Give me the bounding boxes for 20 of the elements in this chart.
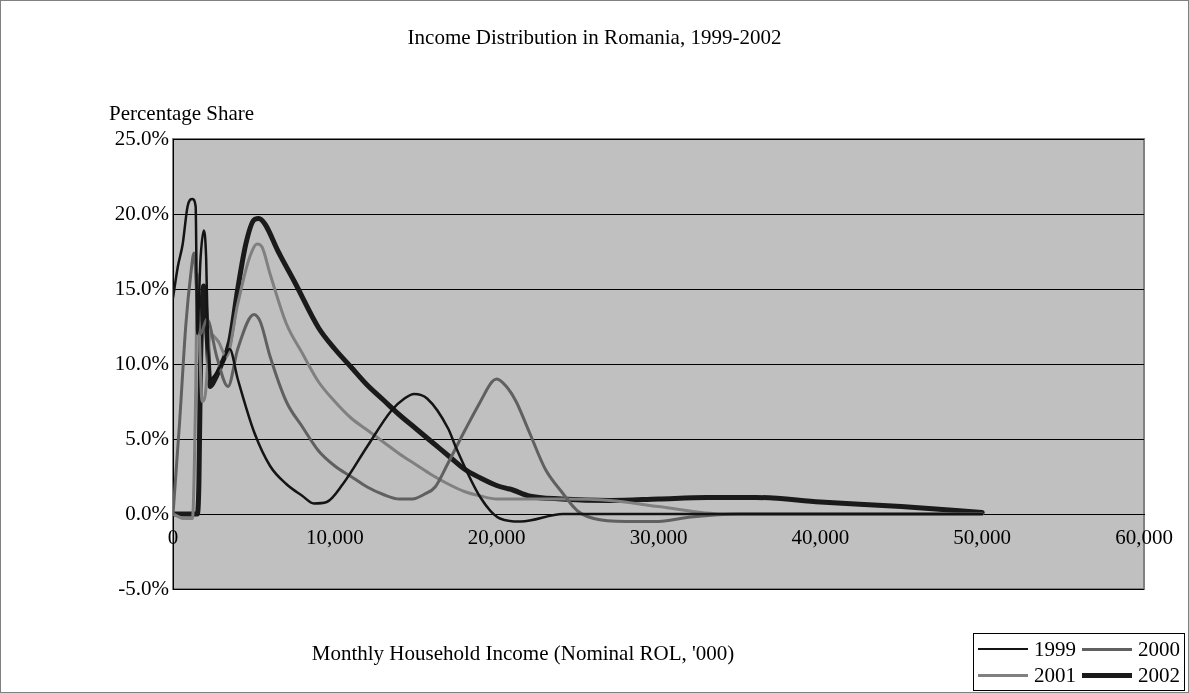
y-tick-label: -5.0% — [118, 575, 169, 600]
x-tick-label: 50,000 — [953, 525, 1012, 550]
y-tick-label: 5.0% — [125, 425, 169, 450]
legend-label: 2002 — [1138, 662, 1180, 688]
x-tick-label: 10,000 — [305, 525, 364, 550]
legend-label: 1999 — [1034, 636, 1076, 662]
x-tick-label: 20,000 — [467, 525, 526, 550]
y-tick-label: 10.0% — [114, 350, 169, 375]
y-tick-label: 15.0% — [114, 275, 169, 300]
y-axis-title: Percentage Share — [109, 101, 255, 126]
y-tick-label: 0.0% — [125, 500, 169, 525]
x-tick-label: 30,000 — [629, 525, 688, 550]
legend-label: 2000 — [1138, 636, 1180, 662]
x-axis-title: Monthly Household Income (Nominal ROL, '000) — [310, 641, 736, 666]
chart-title: Income Distribution in Romania, 1999-2002 — [406, 25, 783, 50]
legend-label: 2001 — [1034, 662, 1076, 688]
x-tick-label: 60,000 — [1115, 525, 1173, 550]
x-tick-label: 40,000 — [791, 525, 850, 550]
y-tick-label: 25.0% — [114, 125, 169, 150]
y-tick-label: 20.0% — [114, 200, 169, 225]
